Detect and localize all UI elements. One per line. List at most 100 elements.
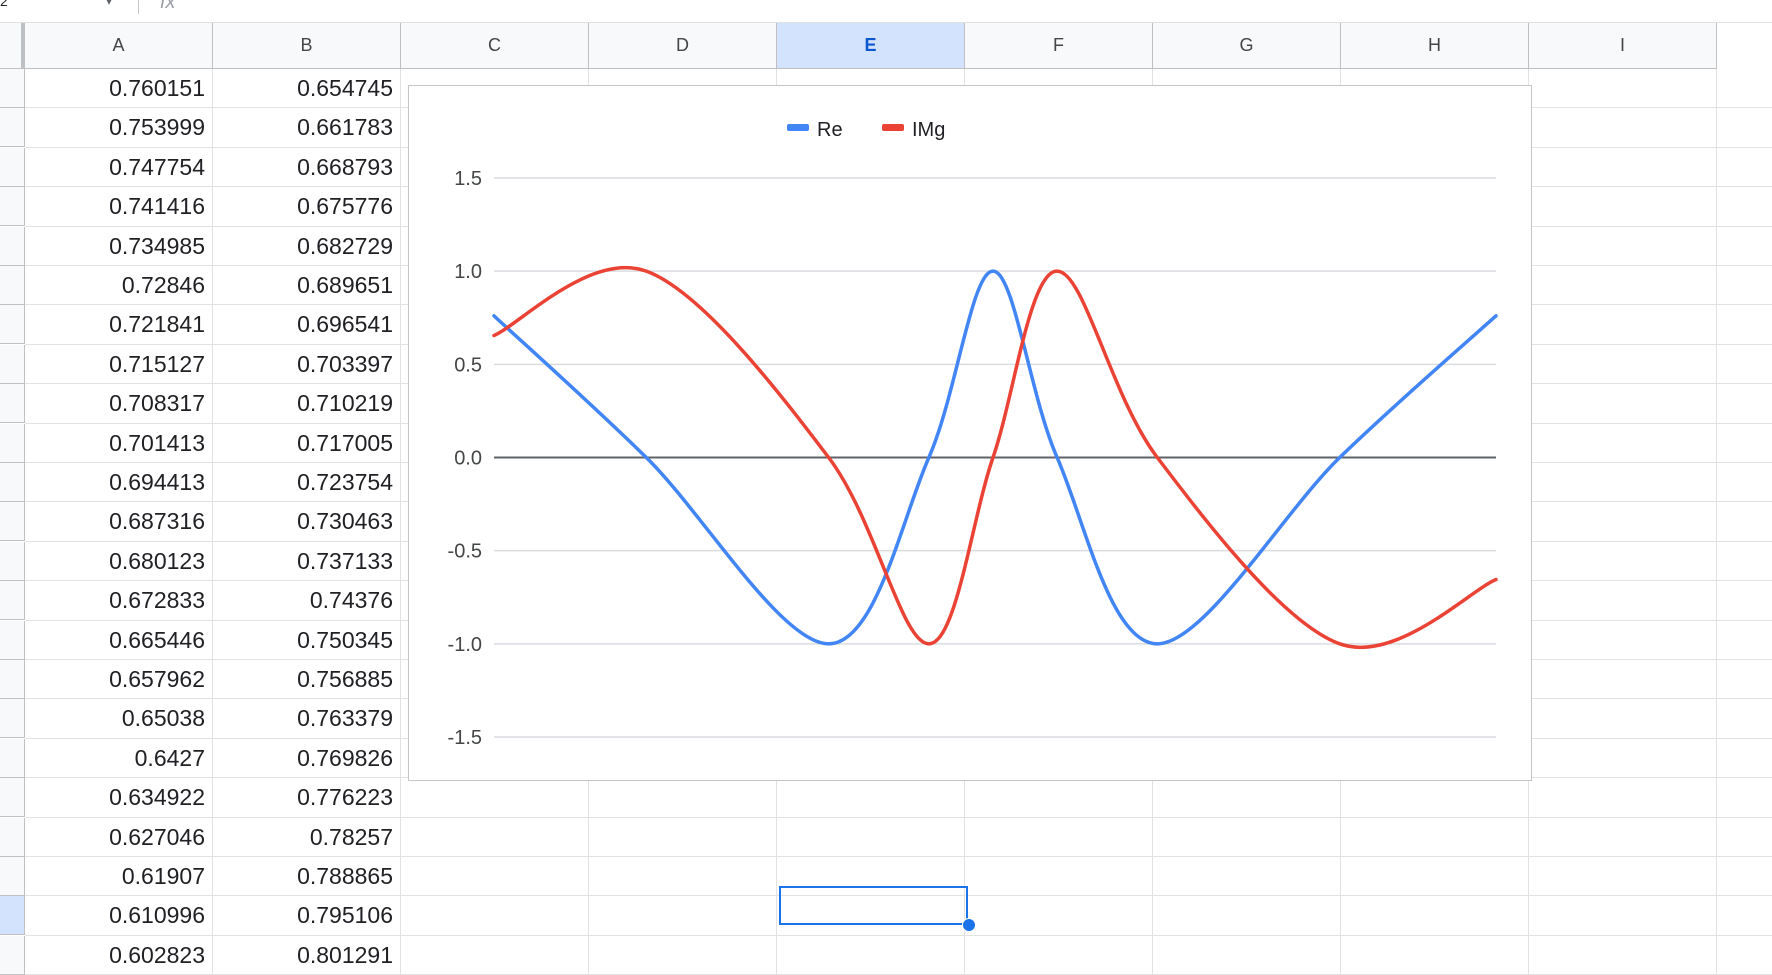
- column-gridline: [1716, 69, 1717, 975]
- cell-b[interactable]: 0.682729: [297, 232, 393, 259]
- column-gridline: [400, 69, 401, 975]
- selected-cell[interactable]: [779, 886, 968, 925]
- legend-label-re: Re: [817, 119, 843, 141]
- column-header-h[interactable]: H: [1341, 23, 1529, 69]
- cell-a[interactable]: 0.602823: [109, 941, 205, 968]
- cell-a[interactable]: 0.687316: [109, 508, 205, 535]
- cell-a[interactable]: 0.715127: [109, 350, 205, 377]
- cell-a[interactable]: 0.753999: [109, 114, 205, 141]
- cell-b[interactable]: 0.710219: [297, 390, 393, 417]
- cell-b[interactable]: 0.737133: [297, 547, 393, 574]
- cell-a[interactable]: 0.672833: [109, 587, 205, 614]
- row-header[interactable]: [0, 266, 25, 305]
- cell-a[interactable]: 0.665446: [109, 626, 205, 653]
- cell-b[interactable]: 0.769826: [297, 744, 393, 771]
- cell-a[interactable]: 0.721841: [109, 311, 205, 338]
- row-header[interactable]: [0, 305, 25, 345]
- cell-b[interactable]: 0.689651: [297, 272, 393, 298]
- row-header[interactable]: [0, 620, 25, 660]
- cell-a[interactable]: 0.680123: [109, 547, 205, 574]
- cell-a[interactable]: 0.760151: [109, 75, 205, 101]
- cell-b[interactable]: 0.675776: [297, 193, 393, 220]
- cell-b[interactable]: 0.756885: [297, 666, 393, 692]
- column-header-i[interactable]: I: [1529, 23, 1717, 69]
- y-tick-label: -1.5: [448, 727, 482, 749]
- cell-a[interactable]: 0.734985: [109, 232, 205, 259]
- cell-b[interactable]: 0.730463: [297, 508, 393, 535]
- cell-b[interactable]: 0.801291: [297, 941, 393, 968]
- column-header-f[interactable]: F: [965, 23, 1153, 69]
- row-header[interactable]: [0, 344, 25, 384]
- column-header-g[interactable]: G: [1153, 23, 1341, 69]
- row-header[interactable]: [0, 147, 25, 187]
- name-box[interactable]: 2: [0, 0, 8, 9]
- formula-bar: 2 ▾ fx: [0, 0, 1772, 23]
- cell-b[interactable]: 0.703397: [297, 350, 393, 377]
- cell-a[interactable]: 0.61907: [121, 863, 205, 889]
- row-header[interactable]: [0, 463, 25, 502]
- row-header[interactable]: [0, 187, 25, 227]
- row-header[interactable]: [0, 738, 25, 778]
- series-line-re: [492, 269, 1498, 646]
- legend-swatch-re: [787, 124, 809, 131]
- y-tick-label: 1.0: [454, 261, 482, 283]
- y-tick-label: 1.5: [454, 168, 482, 190]
- row-header[interactable]: [0, 778, 25, 818]
- column-header-a[interactable]: A: [25, 23, 213, 69]
- cell-a[interactable]: 0.634922: [109, 784, 205, 811]
- fill-handle[interactable]: [962, 918, 976, 932]
- cell-b[interactable]: 0.78257: [309, 823, 393, 850]
- cell-a[interactable]: 0.610996: [109, 902, 205, 929]
- row-header[interactable]: [0, 857, 25, 896]
- cell-b[interactable]: 0.795106: [297, 902, 393, 929]
- row-header[interactable]: [0, 935, 25, 975]
- cell-b[interactable]: 0.668793: [297, 153, 393, 180]
- row-header[interactable]: [0, 660, 25, 699]
- cell-b[interactable]: 0.696541: [297, 311, 393, 338]
- row-header[interactable]: [0, 226, 25, 266]
- cell-a[interactable]: 0.72846: [121, 272, 205, 298]
- select-all-corner[interactable]: [0, 23, 25, 69]
- row-header[interactable]: [0, 423, 25, 463]
- embedded-chart[interactable]: 1.5 1.0 0.5 0.0 -0.5 -1.0 -1.5 Re IMg: [408, 85, 1532, 781]
- row-header[interactable]: [0, 69, 25, 108]
- cell-b[interactable]: 0.788865: [297, 863, 393, 889]
- row-header[interactable]: [0, 699, 25, 739]
- series-line-img: [492, 266, 1498, 649]
- row-gridline: [25, 934, 1772, 936]
- cell-a[interactable]: 0.6427: [134, 744, 205, 771]
- cell-b[interactable]: 0.654745: [297, 75, 393, 101]
- column-header-e[interactable]: E: [777, 23, 965, 69]
- row-header[interactable]: [0, 896, 25, 936]
- cell-a[interactable]: 0.694413: [109, 469, 205, 495]
- legend-label-img: IMg: [912, 119, 945, 141]
- cell-a[interactable]: 0.701413: [109, 429, 205, 456]
- cell-b[interactable]: 0.763379: [297, 705, 393, 732]
- row-header[interactable]: [0, 581, 25, 621]
- y-tick-label: 0.5: [454, 354, 482, 376]
- cell-b[interactable]: 0.661783: [297, 114, 393, 141]
- column-header-b[interactable]: B: [213, 23, 401, 69]
- column-header-d[interactable]: D: [589, 23, 777, 69]
- cell-a[interactable]: 0.627046: [109, 823, 205, 850]
- chevron-down-icon[interactable]: ▾: [106, 0, 113, 8]
- row-header[interactable]: [0, 817, 25, 857]
- legend-swatch-img: [882, 124, 904, 131]
- cell-a[interactable]: 0.741416: [109, 193, 205, 220]
- cell-a[interactable]: 0.747754: [109, 153, 205, 180]
- line-chart: 1.5 1.0 0.5 0.0 -0.5 -1.0 -1.5 Re IMg: [448, 119, 1498, 749]
- cell-b[interactable]: 0.74376: [309, 587, 393, 614]
- column-header-c[interactable]: C: [401, 23, 589, 69]
- cell-b[interactable]: 0.776223: [297, 784, 393, 811]
- cell-a[interactable]: 0.65038: [121, 705, 205, 732]
- row-header[interactable]: [0, 541, 25, 581]
- cell-b[interactable]: 0.750345: [297, 626, 393, 653]
- cell-a[interactable]: 0.657962: [109, 666, 205, 692]
- cell-a[interactable]: 0.708317: [109, 390, 205, 417]
- row-header[interactable]: [0, 384, 25, 424]
- cell-b[interactable]: 0.717005: [297, 429, 393, 456]
- cell-b[interactable]: 0.723754: [297, 469, 393, 495]
- y-tick-label: -1.0: [448, 634, 482, 656]
- row-header[interactable]: [0, 108, 25, 148]
- row-header[interactable]: [0, 502, 25, 542]
